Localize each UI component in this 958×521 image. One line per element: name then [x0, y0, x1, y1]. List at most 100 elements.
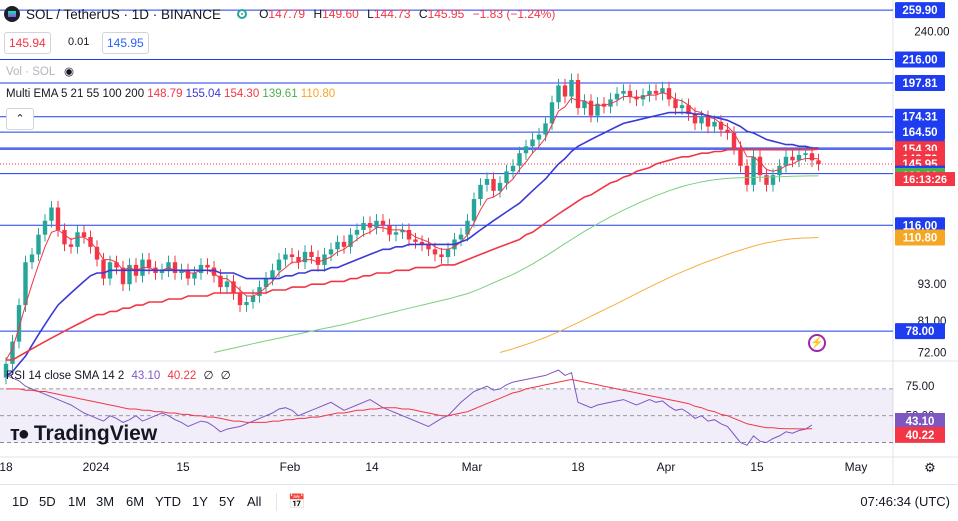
- timeframe-6m-button[interactable]: 6M: [126, 494, 145, 509]
- candle-body: [42, 220, 48, 235]
- symbol-title[interactable]: SOL / TetherUS · 1D · BINANCE: [26, 6, 222, 22]
- ema-line-ema-100: [213, 175, 819, 353]
- candle-body: [705, 117, 711, 127]
- ema-line-ema-21: [5, 111, 819, 377]
- candle-body: [49, 207, 54, 221]
- candle-body: [62, 229, 67, 245]
- price-tick-label: 93.00: [918, 279, 947, 291]
- candle-body: [640, 95, 646, 100]
- candle-body: [796, 154, 802, 161]
- candle-body: [380, 220, 386, 226]
- rsi-badge-label: 40.22: [906, 430, 935, 442]
- candle-body: [556, 85, 561, 103]
- clock[interactable]: 07:46:34 (UTC): [860, 494, 950, 509]
- ema-legend-value: 148.79: [147, 88, 183, 100]
- candle-body: [790, 156, 795, 161]
- candle-body: [614, 93, 620, 100]
- candle-body: [55, 207, 61, 230]
- toolbar-divider: [276, 493, 277, 511]
- eye-hidden-icon[interactable]: ◉: [64, 66, 75, 78]
- candle-body: [198, 264, 204, 274]
- candle-body: [237, 292, 243, 306]
- candle-body: [315, 256, 321, 265]
- buy-button[interactable]: 145.95: [102, 32, 149, 54]
- bottom-toolbar: 1D 5D 1M 3M 6M YTD 1Y 5Y All 📅 07:46:34 (UTC): [0, 484, 958, 521]
- price-badge: [895, 323, 945, 340]
- candle-body: [543, 123, 548, 135]
- volume-legend[interactable]: Vol · SOL ◉: [6, 66, 75, 78]
- candle-body: [205, 264, 210, 268]
- price-badge-label: 259.90: [902, 5, 937, 17]
- price-badge: [895, 217, 945, 234]
- candle-body: [517, 153, 522, 166]
- candle-body: [699, 117, 704, 124]
- candle-body: [666, 88, 672, 100]
- candle-body: [3, 363, 9, 378]
- ema-line-ema-55: [6, 148, 819, 361]
- ema-legend-value: 110.80: [297, 88, 336, 100]
- timeframe-all-button[interactable]: All: [247, 494, 262, 509]
- price-badge-label: 216.00: [902, 55, 937, 67]
- candle-body: [484, 178, 490, 185]
- collapse-legend-button[interactable]: ⌃: [6, 108, 34, 130]
- candle-body: [536, 134, 542, 140]
- date-range-icon[interactable]: 📅: [288, 493, 306, 509]
- timeframe-1y-button[interactable]: 1Y: [192, 494, 208, 509]
- candle-body: [432, 249, 438, 255]
- candle-body: [348, 234, 353, 247]
- candle-body: [185, 270, 191, 279]
- price-badge-label: 197.81: [902, 78, 938, 90]
- tradingview-watermark[interactable]: ᴛ● TradingView: [10, 422, 158, 445]
- candle-body: [660, 88, 665, 94]
- rsi-legend[interactable]: RSI 14 close SMA 14 2 43.10 40.22 ∅ ∅: [6, 370, 231, 382]
- gear-icon[interactable]: ⚙: [924, 461, 936, 476]
- candle-body: [465, 220, 470, 235]
- candle-body: [159, 270, 165, 274]
- candle-body: [816, 160, 821, 165]
- candle-body: [120, 267, 126, 285]
- price-badge: [895, 108, 945, 125]
- candle-body: [647, 90, 652, 96]
- candle-body: [731, 132, 737, 149]
- ema-line-ema-5: [5, 91, 819, 361]
- time-axis-label: Feb: [280, 460, 301, 474]
- time-axis-label: 15: [176, 460, 190, 474]
- lightning-icon[interactable]: ⚡: [808, 334, 826, 352]
- timeframe-5d-button[interactable]: 5D: [39, 494, 56, 509]
- price-tick-label: 72.00: [918, 347, 947, 359]
- candle-body: [569, 80, 574, 97]
- candle-body: [783, 156, 789, 166]
- candle-body: [692, 114, 698, 124]
- candle-body: [276, 259, 282, 271]
- market-open-icon: [237, 9, 248, 19]
- candle-body: [302, 251, 308, 263]
- candle-body: [309, 251, 314, 257]
- candle-body: [588, 100, 594, 116]
- price-badge: [895, 51, 945, 68]
- candle-body: [16, 305, 22, 342]
- ema-legend-values: 148.79 155.04 154.30 139.61 110.80: [147, 88, 335, 100]
- candle-body: [296, 256, 301, 263]
- timeframe-1m-button[interactable]: 1M: [68, 494, 87, 509]
- timeframe-1d-button[interactable]: 1D: [12, 494, 29, 509]
- rsi-badge: [895, 426, 945, 443]
- timeframe-ytd-button[interactable]: YTD: [155, 494, 181, 509]
- sell-button[interactable]: 145.94: [4, 32, 51, 54]
- candle-body: [146, 259, 152, 268]
- candle-body: [270, 270, 275, 279]
- candle-body: [101, 259, 106, 279]
- candle-body: [608, 99, 613, 107]
- time-axis-label: 15: [750, 460, 764, 474]
- candle-body: [23, 262, 28, 306]
- chart-canvas[interactable]: 240.0093.0081.0072.00259.90216.00197.811…: [0, 0, 958, 484]
- rsi-line: [5, 369, 813, 446]
- candle-body: [354, 229, 360, 235]
- candle-body: [439, 254, 444, 257]
- candle-body: [218, 275, 223, 288]
- time-axis-label: 14: [365, 460, 379, 474]
- ema-legend[interactable]: Multi EMA 5 21 55 100 200 148.79 155.04 …: [6, 88, 335, 100]
- candle-body: [36, 234, 41, 255]
- timeframe-5y-button[interactable]: 5Y: [219, 494, 235, 509]
- timeframe-3m-button[interactable]: 3M: [96, 494, 115, 509]
- candle-body: [257, 287, 262, 296]
